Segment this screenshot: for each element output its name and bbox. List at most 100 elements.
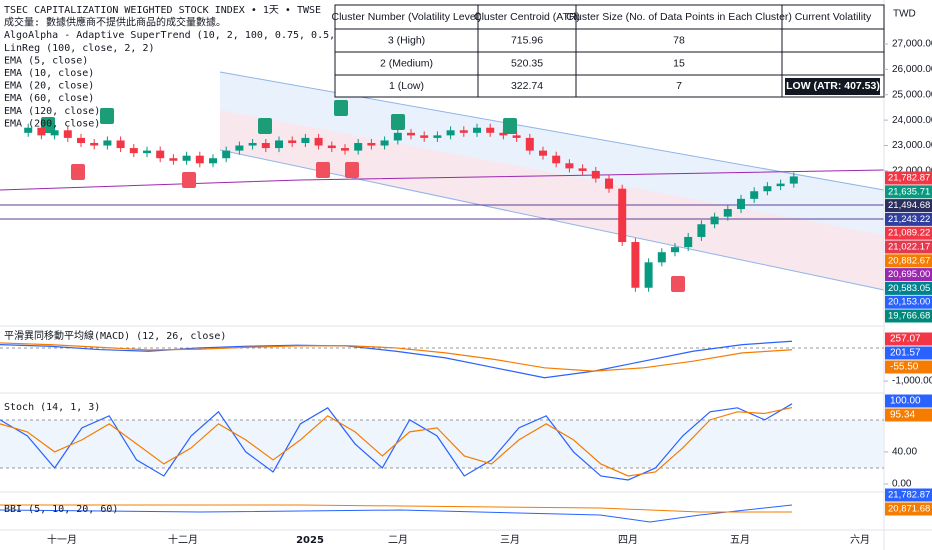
- stoch-signal: [0, 406, 793, 477]
- candle: [512, 135, 521, 138]
- cell-highlight: [785, 78, 880, 95]
- currency: TWD: [893, 9, 916, 20]
- candle: [354, 142, 363, 151]
- candle: [697, 224, 706, 237]
- badge: [885, 394, 932, 408]
- candle: [459, 130, 468, 133]
- header-line: EMA (10, close): [4, 68, 94, 79]
- price-badge-label: 19,766.68: [888, 311, 930, 322]
- header-line: AlgoAlpha - Adaptive SuperTrend (10, 2, …: [4, 30, 419, 41]
- pane-title: 平滑異同移動平均線(MACD) (12, 26, close): [4, 329, 226, 342]
- candle: [393, 132, 402, 141]
- candle: [657, 252, 666, 263]
- badge: [885, 346, 932, 360]
- badge: [885, 502, 932, 516]
- candle: [433, 135, 442, 138]
- y-tick-label: 0.00: [892, 479, 912, 490]
- x-tick-label: 六月: [850, 534, 870, 546]
- candle: [446, 130, 455, 136]
- table-cell: 3 (High): [388, 34, 425, 46]
- x-tick-label: 四月: [618, 534, 638, 546]
- candle: [605, 178, 613, 189]
- candle: [420, 135, 429, 138]
- macd-values: [0, 340, 793, 379]
- table-cell: 715.96: [511, 34, 543, 46]
- badge-label: 257.07: [890, 334, 921, 345]
- candle: [473, 127, 481, 133]
- y-tick-label: 23,000.00: [892, 140, 932, 151]
- candle: [763, 186, 772, 192]
- price-badge: [885, 281, 932, 295]
- y-tick-label: -1,000.00: [892, 376, 932, 387]
- candle: [618, 188, 627, 243]
- candle: [248, 142, 257, 146]
- price-badge-label: 20,153.00: [888, 297, 930, 308]
- header-line: EMA (200, close): [4, 118, 100, 129]
- price-badge-label: 21,243.22: [888, 214, 930, 225]
- table-cell: Cluster Number (Volatility Level): [332, 11, 482, 23]
- x-tick-label: 2025: [296, 535, 324, 546]
- candle: [103, 140, 112, 146]
- y-tick-label: 22,000.00: [892, 166, 932, 177]
- badge-label: -55.50: [890, 362, 919, 373]
- price-badge: [885, 240, 932, 254]
- badge: [885, 488, 932, 502]
- candle: [275, 140, 283, 149]
- price-badge-label: 20,583.05: [888, 283, 930, 294]
- price-axis: 22,000.00 23,000.00 24,000.00 25,000.00 26,0…: [884, 9, 932, 323]
- candle: [776, 183, 785, 187]
- badge: [885, 408, 932, 422]
- y-tick-label: 40.00: [892, 447, 917, 458]
- table: Cluster Number (Volatility Level) Cluster…: [332, 4, 885, 98]
- badge-label: 201.57: [890, 348, 921, 359]
- price-badge-label: 20,882.67: [888, 255, 930, 266]
- table-cell: LOW (ATR: 407.53): [786, 80, 880, 92]
- header-line: EMA (20, close): [4, 81, 94, 92]
- price-badge: [885, 254, 932, 268]
- candle: [195, 155, 204, 164]
- candle: [631, 242, 640, 288]
- candle: [143, 150, 151, 154]
- x-tick-label: 五月: [730, 534, 750, 546]
- price-badge: [885, 212, 932, 226]
- candle: [341, 148, 349, 151]
- table-cell: Current Volatility: [795, 11, 872, 23]
- price-badge-label: 21,494.68: [888, 200, 930, 211]
- candle: [684, 236, 693, 248]
- y-tick-label: 27,000.00: [892, 39, 932, 50]
- candle: [24, 127, 33, 133]
- header-line: EMA (60, close): [4, 93, 94, 104]
- price-badge: [885, 199, 932, 213]
- macd-signal: [0, 342, 793, 372]
- candle: [50, 130, 59, 136]
- price-badge: [885, 226, 932, 240]
- candle: [261, 142, 270, 149]
- candle: [486, 127, 495, 133]
- candle: [301, 137, 310, 143]
- candle: [737, 198, 745, 210]
- pane-title: Stoch (14, 1, 3): [4, 402, 100, 413]
- main-pane: [24, 123, 798, 292]
- table-cell: 15: [673, 57, 685, 69]
- header-line: EMA (5, close): [4, 55, 88, 66]
- table-cell: Cluster Size (No. of Data Points in Each…: [566, 11, 792, 23]
- candle: [367, 142, 376, 146]
- candle: [63, 130, 72, 138]
- price-badge: [885, 185, 932, 199]
- table-cell: 1 (Low): [389, 80, 424, 92]
- badge-label: 95.34: [890, 410, 915, 421]
- candle: [499, 132, 508, 136]
- badge-label: 20,871.68: [888, 504, 930, 515]
- price-badge-label: 21,635.71: [888, 186, 930, 197]
- y-tick-label: 25,000.00: [892, 89, 932, 100]
- price-badge: [885, 268, 932, 282]
- table-cell: 78: [673, 34, 685, 46]
- x-tick-label: 二月: [388, 534, 408, 546]
- candle: [235, 145, 244, 151]
- price-badge: [885, 309, 932, 323]
- candle: [525, 137, 534, 151]
- candle: [552, 155, 561, 164]
- pane-title: BBI (5, 10, 20, 60): [4, 504, 118, 515]
- candle: [723, 209, 732, 217]
